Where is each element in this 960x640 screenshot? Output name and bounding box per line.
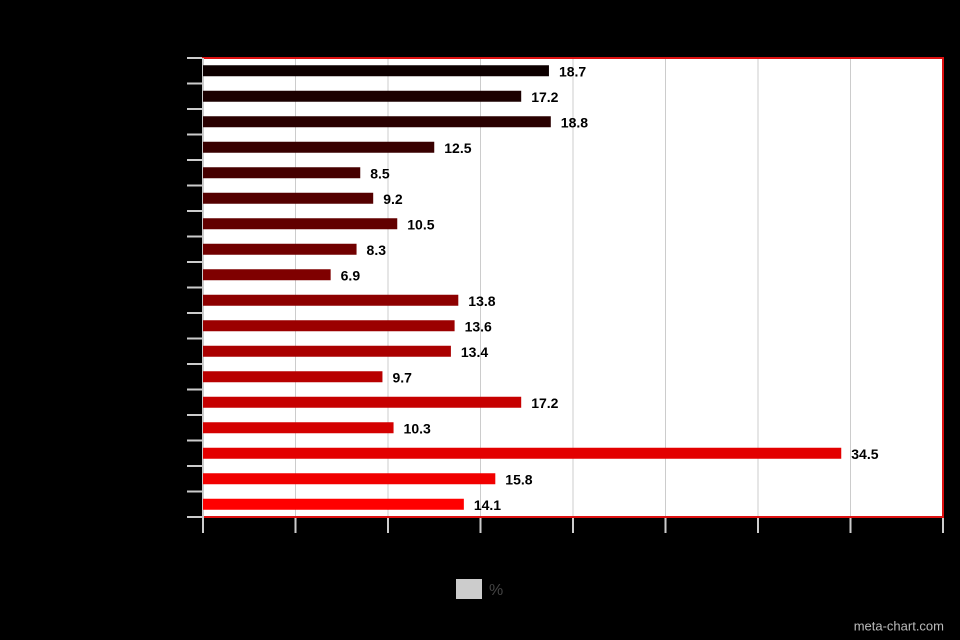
value-label: 10.5	[407, 216, 434, 232]
x-tick-label: 35	[844, 537, 858, 551]
x-tick-label: 0	[200, 537, 207, 551]
x-tick-label: 40	[936, 537, 950, 551]
bar	[203, 141, 435, 153]
value-label: 15.8	[505, 471, 532, 487]
bar	[203, 294, 459, 306]
bar	[203, 65, 549, 77]
watermark: meta-chart.com	[854, 618, 944, 633]
x-tick-label: 10	[381, 537, 395, 551]
value-label: 8.3	[367, 242, 387, 258]
bar	[203, 473, 496, 485]
bar	[203, 90, 522, 102]
bar	[203, 422, 394, 434]
value-label: 9.7	[392, 369, 412, 385]
value-label: 17.2	[531, 395, 558, 411]
value-label: 8.5	[370, 165, 390, 181]
value-label: 10.3	[404, 420, 431, 436]
bar	[203, 498, 464, 510]
bar	[203, 192, 374, 204]
bar	[203, 345, 451, 357]
bar	[203, 218, 398, 230]
bar	[203, 243, 357, 255]
legend-label: %	[489, 582, 503, 599]
x-tick-label: 15	[474, 537, 488, 551]
bar	[203, 269, 331, 281]
x-tick-label: 25	[659, 537, 673, 551]
bar	[203, 396, 522, 408]
value-label: 34.5	[851, 446, 878, 462]
bar	[203, 116, 551, 128]
value-label: 17.2	[531, 89, 558, 105]
value-label: 13.6	[465, 318, 492, 334]
bar	[203, 167, 361, 179]
value-label: 18.8	[561, 114, 588, 130]
value-label: 13.8	[468, 293, 495, 309]
legend-swatch	[456, 579, 482, 599]
x-tick-label: 5	[292, 537, 299, 551]
bar	[203, 371, 383, 383]
value-label: 9.2	[383, 191, 403, 207]
x-tick-label: 20	[566, 537, 580, 551]
value-label: 6.9	[341, 267, 361, 283]
value-label: 18.7	[559, 63, 586, 79]
x-tick-label: 30	[751, 537, 765, 551]
value-label: 12.5	[444, 140, 471, 156]
bar	[203, 320, 455, 332]
value-label: 13.4	[461, 344, 488, 360]
bar	[203, 447, 842, 459]
value-label: 14.1	[474, 497, 501, 513]
